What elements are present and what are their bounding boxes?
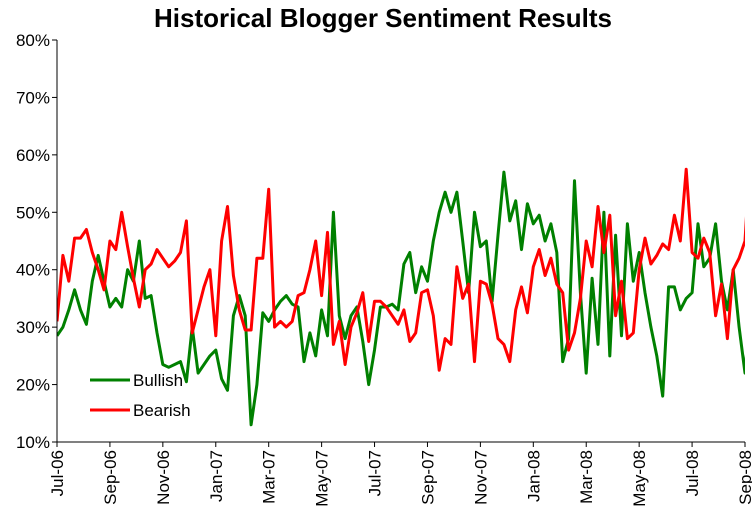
- y-axis: 10% 20% 30% 40% 50% 60% 70% 80%: [16, 31, 57, 452]
- x-tick-label: Jul-07: [366, 450, 385, 496]
- y-tick-label: 20%: [16, 376, 50, 395]
- y-tick-label: 80%: [16, 31, 50, 50]
- legend: Bullish Bearish: [90, 371, 191, 420]
- x-axis: Jul-06 Sep-06 Nov-06 Jan-07 Mar-07 May-07 Jul-…: [48, 442, 752, 507]
- x-tick-label: Mar-08: [577, 450, 596, 504]
- x-tick-label: May-07: [313, 450, 332, 507]
- y-tick-label: 10%: [16, 433, 50, 452]
- x-tick-label: Nov-07: [471, 450, 490, 505]
- x-tick-label: Jan-08: [524, 450, 543, 502]
- series-line-bullish: [57, 170, 745, 427]
- y-tick-label: 60%: [16, 146, 50, 165]
- legend-bearish-label: Bearish: [133, 401, 191, 420]
- x-tick-label: Nov-06: [154, 450, 173, 505]
- x-tick-label: May-08: [630, 450, 649, 507]
- chart-title: Historical Blogger Sentiment Results: [154, 3, 612, 33]
- y-tick-label: 30%: [16, 318, 50, 337]
- y-tick-label: 70%: [16, 88, 50, 107]
- x-tick-label: Jul-06: [48, 450, 67, 496]
- x-tick-label: Mar-07: [260, 450, 279, 504]
- x-tick-label: Jan-07: [207, 450, 226, 502]
- legend-bullish-label: Bullish: [133, 371, 183, 390]
- x-tick-label: Jul-08: [683, 450, 702, 496]
- x-tick-label: Sep-06: [101, 450, 120, 505]
- y-tick-label: 40%: [16, 261, 50, 280]
- y-tick-label: 50%: [16, 203, 50, 222]
- x-tick-label: Sep-07: [418, 450, 437, 505]
- series-line-bearish: [57, 167, 745, 372]
- plot-area: [57, 167, 745, 427]
- x-tick-label: Sep-08: [736, 450, 752, 505]
